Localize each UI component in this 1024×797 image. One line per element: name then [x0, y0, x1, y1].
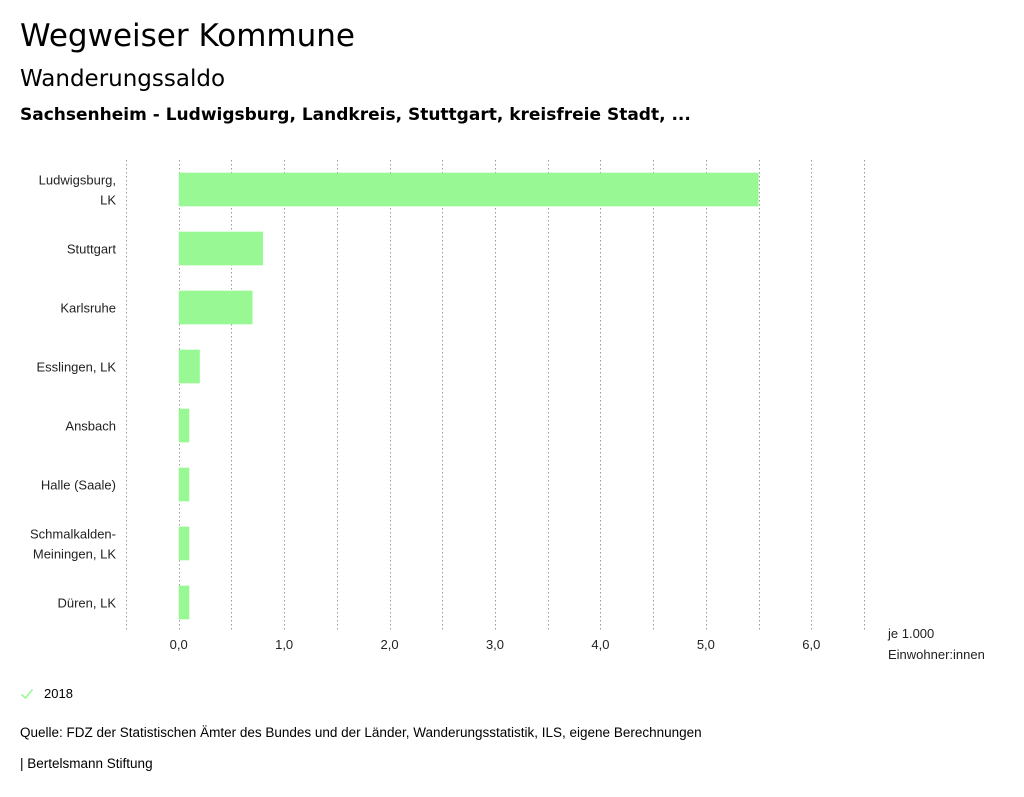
x-tick-label: 0,0 [170, 637, 188, 652]
x-axis-unit-label: je 1.000 [887, 626, 934, 641]
bar[interactable] [178, 526, 190, 561]
bar-chart: Ludwigsburg, LK Stuttgart Karlsruhe Esslinge… [30, 160, 985, 662]
category-label: Ansbach [65, 419, 116, 434]
category-label: Halle (Saale) [41, 478, 116, 493]
category-label: Esslingen, LK [37, 360, 117, 375]
category-label: Ludwigsburg, [39, 173, 116, 188]
category-label: Stuttgart [67, 242, 117, 257]
x-tick-label: 6,0 [802, 637, 820, 652]
source-note: Quelle: FDZ der Statistischen Ämter des … [20, 725, 702, 740]
bar[interactable] [178, 290, 253, 325]
x-tick-label: 4,0 [591, 637, 609, 652]
chart-subtitle: Wanderungssaldo [20, 66, 226, 92]
x-tick-label: 1,0 [275, 637, 293, 652]
publisher-note: | Bertelsmann Stiftung [20, 756, 153, 771]
checkmark-icon [20, 688, 34, 699]
x-axis-unit-label: Einwohner:innen [888, 647, 985, 662]
bar[interactable] [178, 408, 190, 443]
legend[interactable]: 2018 [20, 686, 73, 701]
x-tick-label: 2,0 [381, 637, 399, 652]
bar[interactable] [178, 467, 190, 502]
category-labels: Ludwigsburg, LK Stuttgart Karlsruhe Esslinge… [30, 173, 116, 611]
page-title: Wegweiser Kommune [20, 18, 355, 54]
x-tick-label: 3,0 [486, 637, 504, 652]
grid-lines [126, 160, 865, 632]
bar[interactable] [178, 172, 759, 207]
category-label: Düren, LK [57, 596, 116, 611]
bar[interactable] [178, 231, 264, 266]
x-axis-label: je 1.000 Einwohner:innen [887, 626, 985, 662]
bar[interactable] [178, 585, 190, 620]
bar[interactable] [178, 349, 200, 384]
bars [178, 172, 759, 620]
x-tick-labels: 0,0 1,0 2,0 3,0 4,0 5,0 6,0 [170, 637, 821, 652]
category-label: LK [100, 193, 116, 208]
x-tick-label: 5,0 [697, 637, 715, 652]
category-label: Schmalkalden- [30, 527, 116, 542]
category-label: Karlsruhe [60, 301, 116, 316]
region-selection[interactable]: Sachsenheim - Ludwigsburg, Landkreis, St… [20, 105, 691, 125]
category-label: Meiningen, LK [33, 547, 116, 562]
legend-label: 2018 [44, 686, 73, 701]
